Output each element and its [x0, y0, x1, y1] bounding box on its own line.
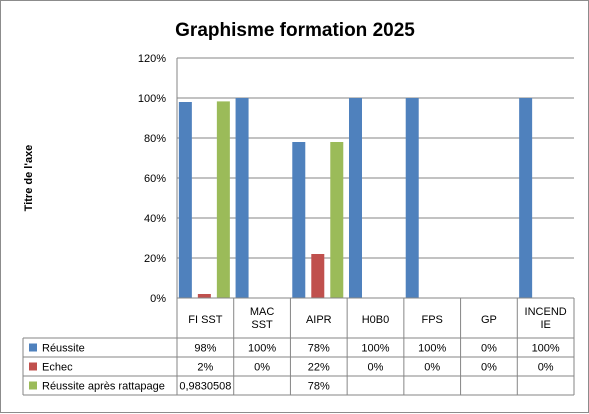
table-cell: 0%: [368, 362, 384, 374]
table-cell: 78%: [308, 381, 330, 393]
category-label: GP: [481, 314, 497, 326]
legend-key: [29, 343, 37, 352]
bar: [216, 101, 230, 299]
bars: [178, 98, 533, 299]
y-tick-label: 20%: [144, 253, 166, 265]
table-cell: 0%: [254, 362, 270, 374]
table-cell: 0%: [424, 362, 440, 374]
table-cell: 100%: [418, 343, 446, 355]
category-label: SST: [251, 319, 273, 331]
table-cell: 0%: [481, 343, 497, 355]
table-cell: 0%: [538, 362, 554, 374]
bar: [235, 98, 249, 298]
table-cell: 78%: [308, 343, 330, 355]
chart-title: Graphisme formation 2025: [175, 20, 415, 41]
y-tick-label: 80%: [144, 133, 166, 145]
legend-key: [29, 381, 37, 390]
bar: [349, 98, 362, 298]
table-cell: 98%: [194, 343, 216, 355]
y-tick-label: 0%: [150, 293, 166, 305]
table-cell: 0%: [481, 362, 497, 374]
y-tick-label: 120%: [138, 53, 166, 65]
y-tick-label: 60%: [144, 173, 166, 185]
series-name: Réussite: [42, 343, 85, 355]
category-label: INCEND: [525, 306, 567, 318]
category-label: IE: [540, 319, 550, 331]
table-cell: 22%: [308, 362, 330, 374]
bar: [405, 98, 419, 298]
bar: [197, 294, 211, 298]
table-cell: 100%: [532, 343, 560, 355]
series-name: Echec: [42, 362, 73, 374]
category-label: MAC: [250, 306, 275, 318]
bar: [311, 254, 325, 298]
table-cell: 0,9830508: [179, 381, 231, 393]
category-label: FI SST: [188, 314, 223, 326]
y-axis-label: Titre de l'axe: [23, 145, 35, 212]
table-cell: 100%: [248, 343, 276, 355]
bar: [292, 142, 306, 298]
bar: [519, 98, 533, 298]
category-label: H0B0: [362, 314, 390, 326]
table-cell: 2%: [197, 362, 213, 374]
legend-key: [29, 362, 37, 371]
y-tick-labels: 0% 20% 40% 60% 80% 100% 120%: [138, 53, 166, 305]
bar: [330, 142, 344, 298]
category-label: FPS: [422, 314, 443, 326]
y-tick-label: 40%: [144, 213, 166, 225]
series-name: Réussite après rattapage: [42, 381, 165, 393]
y-tick-label: 100%: [138, 93, 166, 105]
category-label: AIPR: [306, 314, 332, 326]
table-cell: 100%: [361, 343, 389, 355]
bar: [178, 102, 192, 298]
